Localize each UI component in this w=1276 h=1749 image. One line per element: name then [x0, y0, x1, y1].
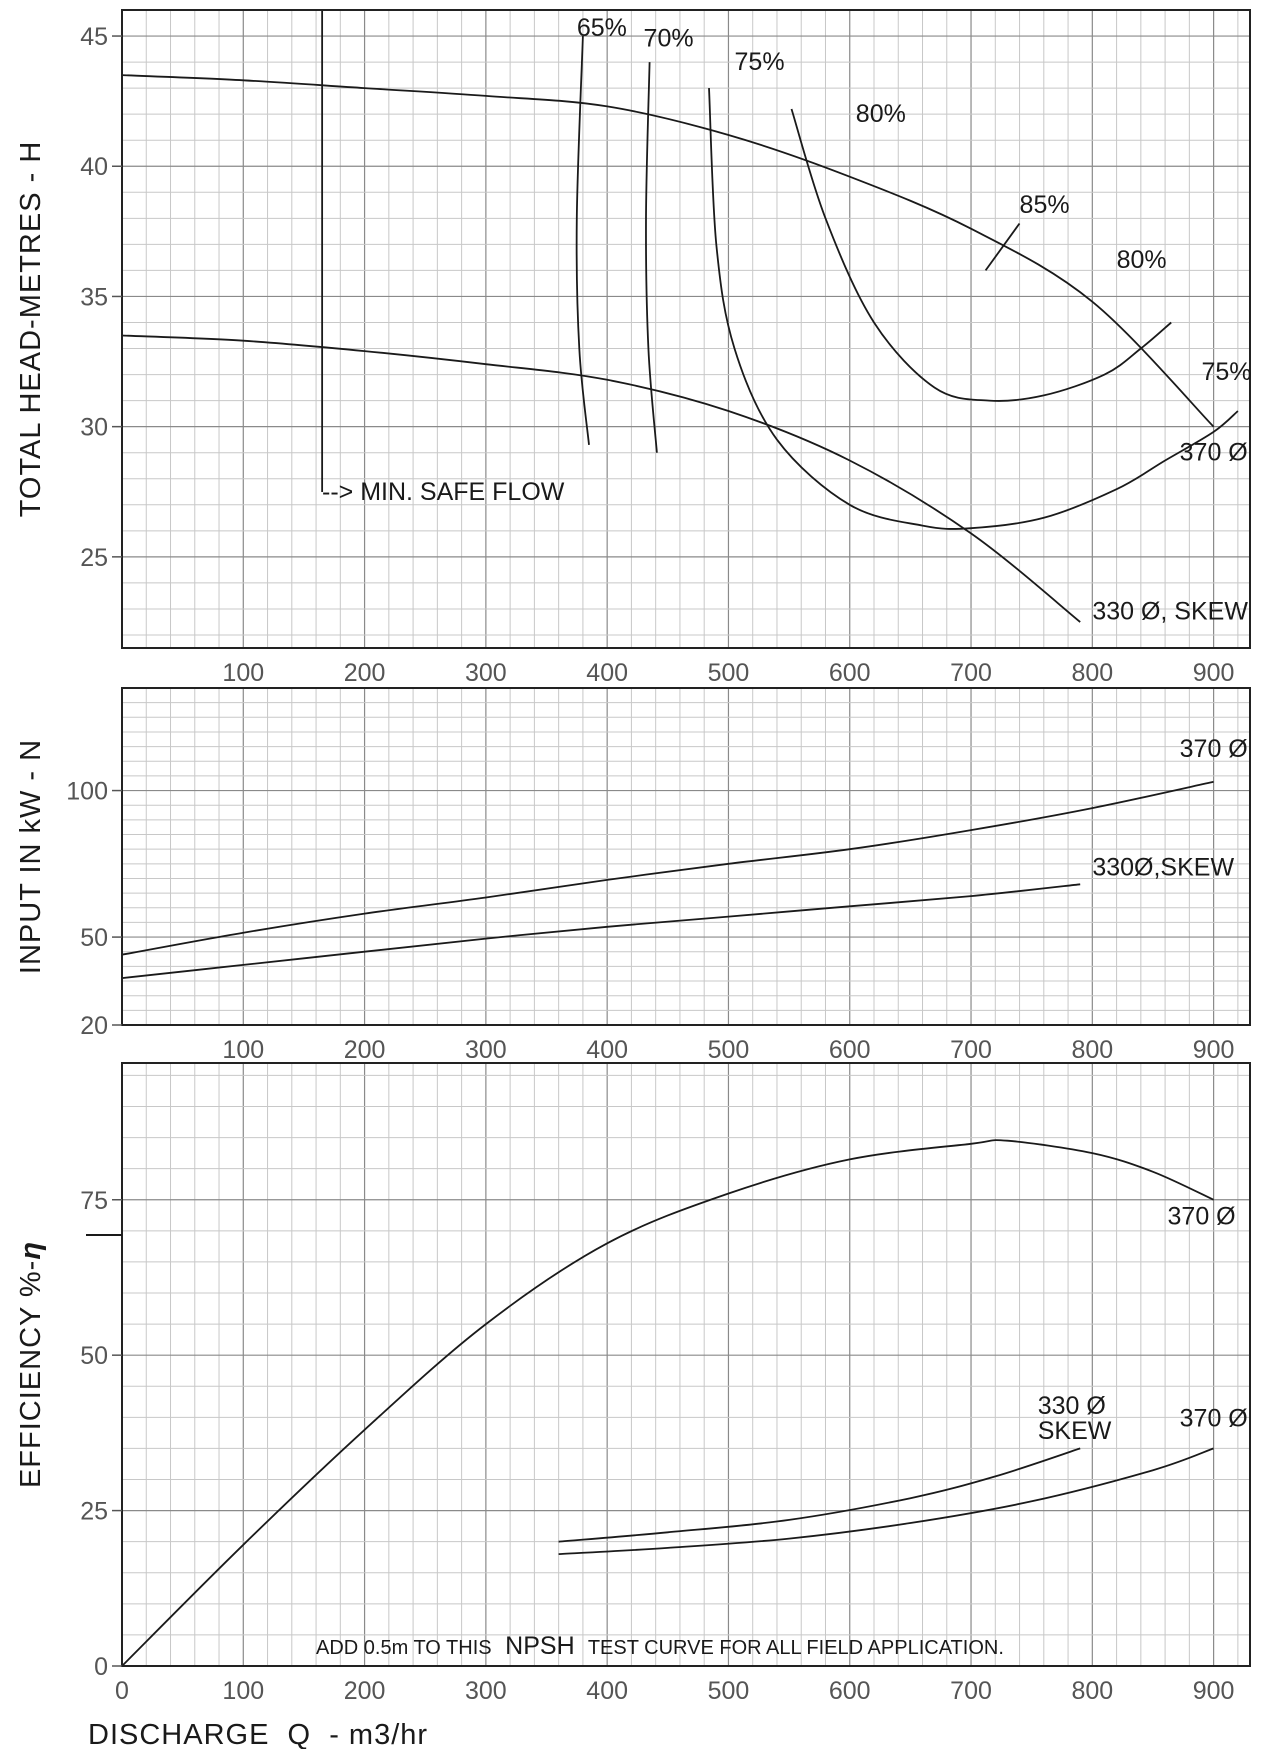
npsh-note-prefix: ADD 0.5m TO THIS [316, 1637, 492, 1659]
head-series-line-1 [121, 334, 1081, 623]
efficiency-x-tick-label: 500 [708, 1677, 750, 1705]
efficiency-annotation: 370 Ø [1168, 1203, 1236, 1231]
head-annotation: 85% [1020, 191, 1070, 219]
head-annotation: 70% [644, 24, 694, 52]
npsh-note: ADD 0.5m TO THIS NPSH TEST CURVE FOR ALL… [316, 1632, 1004, 1660]
efficiency-x-tick-label: 900 [1193, 1677, 1235, 1705]
efficiency-x-tick-label: 400 [586, 1677, 628, 1705]
head-y-tick-label: 45 [80, 23, 108, 51]
efficiency-y-tick-label: 50 [80, 1342, 108, 1370]
efficiency-x-tick-label: 700 [950, 1677, 992, 1705]
head-x-tick-label: 100 [222, 659, 264, 687]
curves-layer [121, 10, 1239, 1667]
head-y-tick-label: 25 [80, 544, 108, 572]
power-x-tick-label: 700 [950, 1036, 992, 1064]
efficiency-y-axis-title: EFFICIENCY %-η [15, 1241, 47, 1488]
efficiency-annotation: SKEW [1038, 1417, 1112, 1445]
head-x-tick-label: 600 [829, 659, 871, 687]
head-x-tick-label: 700 [950, 659, 992, 687]
efficiency-series-line-1 [558, 1447, 1081, 1543]
efficiency-contour-75pct [708, 88, 1239, 530]
min-safe-flow-label: --> MIN. SAFE FLOW [322, 478, 565, 506]
head-series-line-0 [121, 74, 1215, 428]
efficiency-annotation: 330 Ø [1038, 1392, 1106, 1420]
head-y-tick-label: 40 [80, 153, 108, 181]
head-x-tick-label: 900 [1193, 659, 1235, 687]
grid-layer [122, 10, 1250, 1666]
head-plot-frame [121, 9, 1251, 649]
efficiency-x-tick-label: 300 [465, 1677, 507, 1705]
frame-layer [86, 9, 1251, 1667]
head-annotation: 75% [1201, 358, 1251, 386]
efficiency-series-line-0 [121, 1139, 1214, 1667]
power-y-tick-label: 100 [66, 778, 108, 806]
head-annotation: 75% [735, 48, 785, 76]
power-x-tick-label: 300 [465, 1036, 507, 1064]
power-x-tick-label: 100 [222, 1036, 264, 1064]
head-annotation: 330 Ø, SKEW [1092, 597, 1248, 625]
head-annotation: 65% [577, 14, 627, 42]
efficiency-contour-65pct [575, 35, 590, 445]
head-x-tick-label: 500 [708, 659, 750, 687]
head-x-tick-label: 400 [586, 659, 628, 687]
head-x-tick-label: 300 [465, 659, 507, 687]
power-x-tick-label: 200 [344, 1036, 386, 1064]
efficiency-y-tick-label: 25 [80, 1498, 108, 1526]
efficiency-annotation: 370 Ø [1180, 1405, 1248, 1433]
x-axis-title: DISCHARGE Q - m3/hr [88, 1719, 428, 1749]
power-x-tick-label: 500 [708, 1036, 750, 1064]
efficiency-x-tick-label: 0 [115, 1677, 129, 1705]
efficiency-y-tick-label: 0 [94, 1653, 108, 1681]
efficiency-contour-80pct [790, 108, 1172, 402]
head-annotation: 80% [1117, 246, 1167, 274]
head-x-tick-label: 200 [344, 659, 386, 687]
head-annotation: 370 Ø [1180, 439, 1248, 467]
power-x-tick-label: 400 [586, 1036, 628, 1064]
head-annotation: 80% [856, 100, 906, 128]
power-annotation: 330Ø,SKEW [1092, 854, 1234, 882]
efficiency-x-tick-label: 200 [344, 1677, 386, 1705]
efficiency-y-tick-label: 75 [80, 1187, 108, 1215]
power-annotation: 370 Ø [1180, 735, 1248, 763]
efficiency-x-tick-label: 800 [1071, 1677, 1113, 1705]
head-y-tick-label: 35 [80, 283, 108, 311]
head-y-axis-title: TOTAL HEAD-METRES - H [15, 141, 47, 518]
power-series-line-1 [121, 883, 1081, 979]
efficiency-contour-85pct [984, 222, 1021, 271]
power-y-axis-title: INPUT IN kW - N [15, 739, 47, 974]
npsh-note-mid: NPSH [505, 1632, 574, 1660]
power-x-tick-label: 600 [829, 1036, 871, 1064]
power-y-tick-label: 50 [80, 924, 108, 952]
power-plot-frame [121, 687, 1251, 1026]
power-x-tick-label: 800 [1071, 1036, 1113, 1064]
efficiency-plot-frame [121, 1062, 1251, 1667]
npsh-note-suffix: TEST CURVE FOR ALL FIELD APPLICATION. [588, 1637, 1004, 1659]
eta-symbol: η [15, 1241, 47, 1260]
power-x-tick-label: 900 [1193, 1036, 1235, 1064]
efficiency-x-tick-label: 100 [222, 1677, 264, 1705]
efficiency-series-line-2 [558, 1447, 1214, 1555]
power-y-tick-label: 20 [80, 1012, 108, 1040]
head-y-tick-label: 30 [80, 414, 108, 442]
efficiency-x-tick-label: 600 [829, 1677, 871, 1705]
power-series-line-0 [121, 780, 1214, 956]
head-x-tick-label: 800 [1071, 659, 1113, 687]
efficiency-contour-70pct [645, 62, 658, 453]
